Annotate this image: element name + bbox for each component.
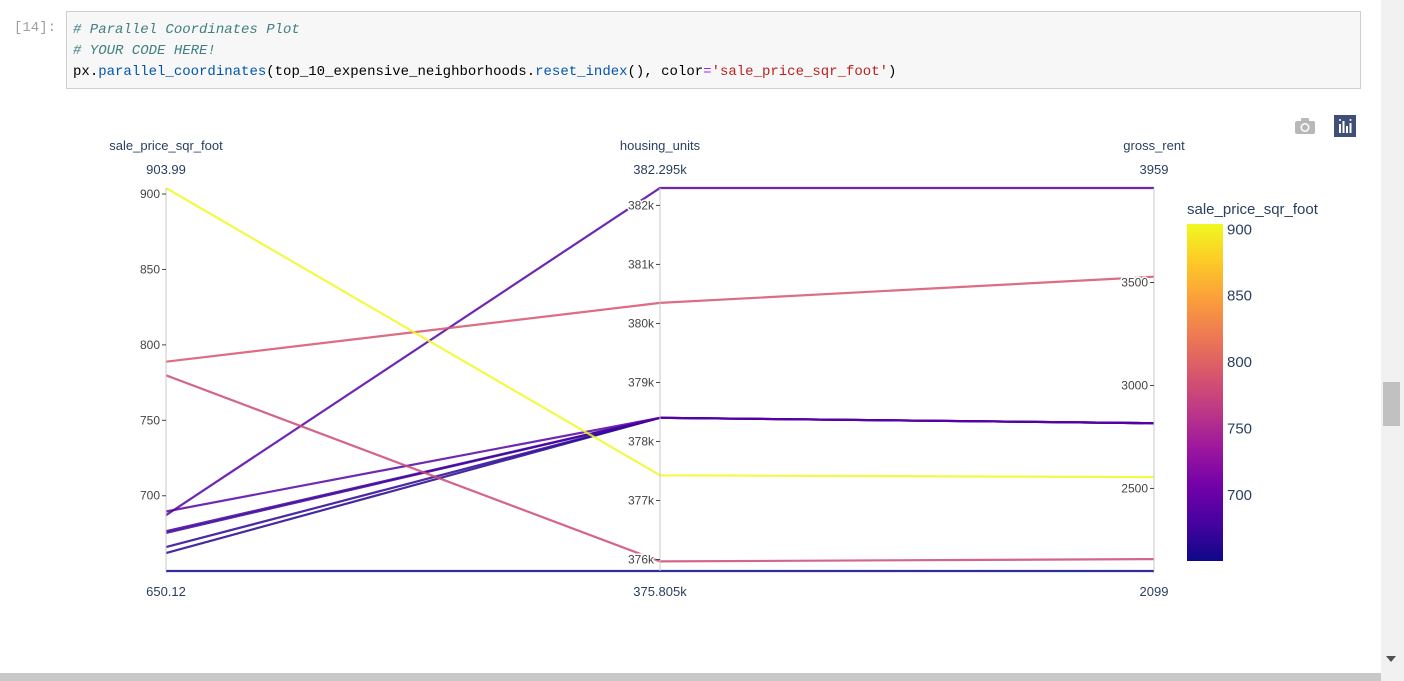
axis-title: gross_rent <box>1123 138 1185 153</box>
scroll-down-arrow-icon[interactable] <box>1386 656 1396 662</box>
parallel-coordinates-plot[interactable]: sale_price_sqr_foot 903.99 650.12 700 750 800… <box>0 100 1380 620</box>
colorbar-title: sale_price_sqr_foot <box>1187 201 1319 218</box>
axis-tick-label: 376k <box>628 552 655 566</box>
colorbar-tick-label: 800 <box>1227 354 1252 371</box>
code-token-string: 'sale_price_sqr_foot' <box>711 64 888 80</box>
colorbar-tick-label: 750 <box>1227 420 1252 437</box>
axis-tick-label: 800 <box>140 338 160 352</box>
code-line: px.parallel_coordinates(top_10_expensive… <box>73 62 1360 83</box>
code-comment-line: # Parallel Coordinates Plot <box>73 22 300 38</box>
code-token: . <box>526 64 536 80</box>
axis-tick-label: 382k <box>628 198 655 212</box>
code-token: . <box>89 64 99 80</box>
axis-tick-label: 850 <box>140 262 160 276</box>
code-comment-line: # YOUR CODE HERE! <box>73 43 216 59</box>
axis-title: sale_price_sqr_foot <box>109 138 223 153</box>
code-cell[interactable]: # Parallel Coordinates Plot # YOUR CODE … <box>66 11 1361 89</box>
colorbar-tick-label: 700 <box>1227 487 1252 504</box>
axis-range-min-label: 375.805k <box>633 584 687 599</box>
cell-prompt: [14]: <box>14 20 57 36</box>
camera-icon-svg <box>1295 118 1315 134</box>
vertical-scrollbar[interactable] <box>1381 0 1404 681</box>
axis-tick-label: 378k <box>628 434 655 448</box>
axis-range-min-label: 650.12 <box>146 584 186 599</box>
colorbar <box>1187 224 1223 561</box>
axis-range-min-label: 2099 <box>1140 584 1169 599</box>
code-token-operator: = <box>703 64 712 80</box>
vertical-scrollbar-thumb[interactable] <box>1383 382 1400 426</box>
axis-range-max-label: 382.295k <box>633 162 687 177</box>
axis-tick-label: 379k <box>628 375 655 389</box>
code-token: px <box>73 64 90 80</box>
axis-tick-label: 377k <box>628 493 655 507</box>
axis-range-max-label: 903.99 <box>146 162 186 177</box>
horizontal-scrollbar[interactable] <box>0 673 1381 681</box>
camera-icon[interactable] <box>1294 115 1316 137</box>
code-token: (), color <box>627 64 704 80</box>
axis-tick-label: 3500 <box>1121 276 1148 290</box>
axis-tick-label: 381k <box>628 257 655 271</box>
axis-tick-label: 380k <box>628 316 655 330</box>
axis-tick-label: 2500 <box>1121 481 1148 495</box>
plotly-logo-icon[interactable] <box>1334 115 1356 137</box>
axis-tick-label: 900 <box>140 187 160 201</box>
code-token: ) <box>888 64 897 80</box>
axis-title: housing_units <box>620 138 701 153</box>
axis-range-max-label: 3959 <box>1140 162 1169 177</box>
code-token-function: reset_index <box>535 64 628 80</box>
code-token-function: parallel_coordinates <box>98 64 267 80</box>
code-token: (top_10_expensive_neighborhoods <box>266 64 527 80</box>
axis-tick-label: 700 <box>140 489 160 503</box>
colorbar-tick-label: 850 <box>1227 288 1252 305</box>
axis-tick-label: 750 <box>140 413 160 427</box>
axis-tick-label: 3000 <box>1121 378 1148 392</box>
plotly-logo-svg <box>1334 115 1356 137</box>
colorbar-tick-label: 900 <box>1227 221 1252 238</box>
